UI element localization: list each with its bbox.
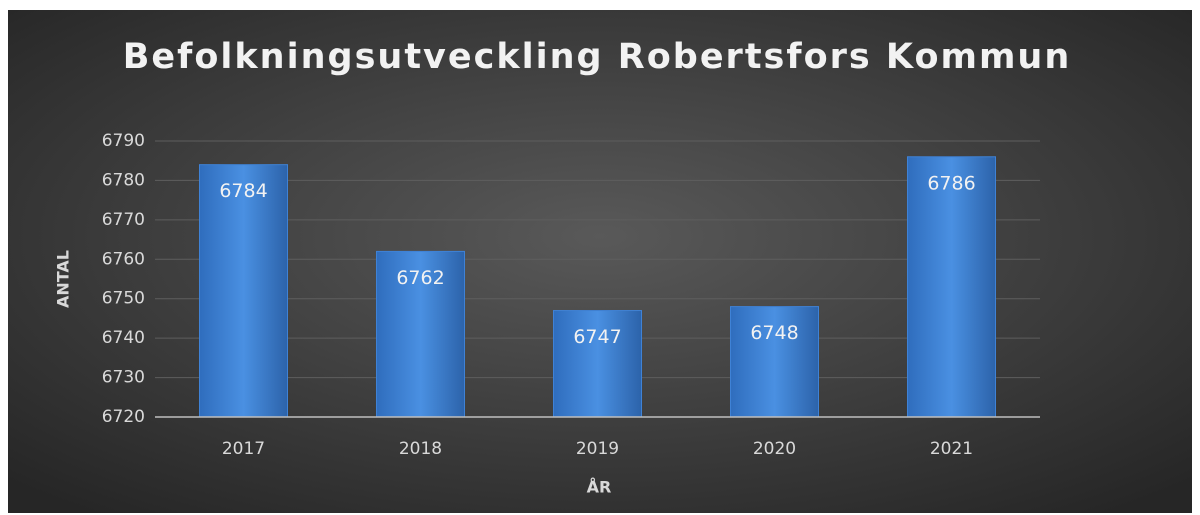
- bar: [907, 156, 996, 418]
- x-tick-label: 2019: [576, 439, 619, 459]
- y-tick-label: 6760: [102, 249, 145, 269]
- bar: [730, 306, 819, 418]
- x-tick-label: 2020: [753, 439, 796, 459]
- x-tick-label: 2018: [399, 439, 442, 459]
- y-axis-label: ANTAL: [54, 250, 73, 308]
- y-tick-label: 6780: [102, 170, 145, 190]
- data-label: 6786: [927, 172, 975, 194]
- bar: [376, 250, 465, 418]
- y-tick-label: 6730: [102, 368, 145, 388]
- chart-background: [8, 10, 1192, 513]
- bar: [553, 310, 642, 418]
- y-tick-label: 6720: [102, 407, 145, 427]
- chart-title: Befolkningsutveckling Robertsfors Kommun: [123, 37, 1072, 77]
- x-tick-label: 2017: [222, 439, 265, 459]
- x-axis-label: ÅR: [587, 478, 612, 497]
- x-tick-label: 2021: [930, 439, 973, 459]
- y-tick-label: 6740: [102, 328, 145, 348]
- data-label: 6762: [396, 267, 444, 289]
- y-tick-label: 6770: [102, 210, 145, 230]
- data-label: 6747: [573, 326, 621, 348]
- y-tick-label: 6750: [102, 289, 145, 309]
- bar: [199, 164, 288, 418]
- y-tick-label: 6790: [102, 131, 145, 151]
- data-label: 6784: [219, 180, 267, 202]
- data-label: 6748: [750, 322, 798, 344]
